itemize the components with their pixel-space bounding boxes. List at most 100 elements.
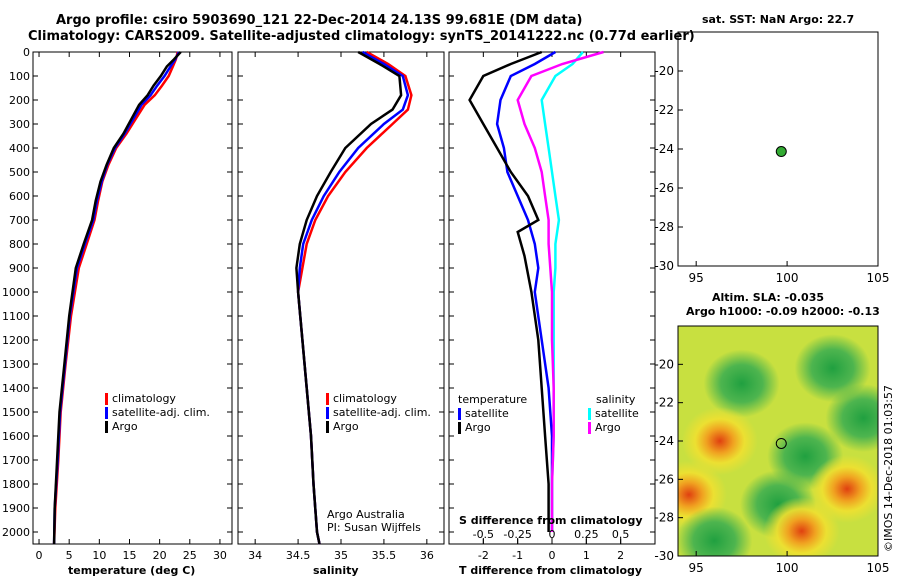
legend-swatch-s-argo: [588, 422, 591, 434]
depth-tick-label: 900: [9, 262, 30, 275]
x-tick-label: 15: [122, 549, 136, 562]
s-difference-axis-label: S difference from climatology: [459, 514, 643, 527]
depth-tick-label: 1800: [2, 478, 30, 491]
x-tick-label: 0: [36, 549, 43, 562]
depth-tick-label: 1400: [2, 382, 30, 395]
legend-label-satellite: satellite-adj. clim.: [112, 406, 210, 419]
depth-tick-label: 1600: [2, 430, 30, 443]
x-tick-label: 0: [549, 549, 556, 562]
title-line-1: Argo profile: csiro 5903690_121 22-Dec-2…: [56, 13, 583, 28]
depth-tick-label: 700: [9, 214, 30, 227]
map-y-tick-label: -22: [654, 396, 674, 410]
legend-swatch-satellite: [105, 407, 108, 419]
map-y-tick-label: -22: [654, 103, 674, 117]
depth-tick-label: 1900: [2, 502, 30, 515]
argo-location-marker: [775, 437, 787, 449]
argo-australia-annotation: Argo Australia PI: Susan Wijffels: [327, 508, 421, 534]
x-tick-label: 35.5: [372, 549, 397, 562]
legend-salinity: climatology satellite-adj. clim. Argo: [326, 392, 431, 434]
depth-tick-label: 300: [9, 118, 30, 131]
series-line-t-satellite: [495, 50, 557, 532]
s-tick-label: -0.25: [503, 528, 531, 541]
depth-tick-label: 600: [9, 190, 30, 203]
map-y-tick-label: -26: [654, 472, 674, 486]
x-tick-label: 34.5: [286, 549, 311, 562]
x-tick-label: -1: [512, 549, 523, 562]
depth-tick-label: 1700: [2, 454, 30, 467]
sst-map-title: sat. SST: NaN Argo: 22.7: [702, 13, 855, 26]
legend-title-temperature: temperature: [458, 393, 528, 406]
x-tick-label: 10: [92, 549, 106, 562]
legend-label-climatology: climatology: [112, 392, 176, 405]
legend-label-t-satellite: satellite: [465, 407, 509, 420]
legend-label-climatology: climatology: [333, 392, 397, 405]
map-x-tick-label: 100: [776, 271, 799, 285]
series-line-argo: [295, 50, 403, 545]
altimetry-title-line-2: Argo h1000: -0.09 h2000: -0.13: [686, 305, 880, 318]
x-tick-label: 36: [420, 549, 434, 562]
map-y-tick-label: -30: [654, 259, 674, 273]
map-x-tick-label: 105: [867, 561, 890, 575]
legend-swatch-t-satellite: [458, 408, 461, 420]
heatmap-cell: [681, 407, 758, 475]
map-y-tick-label: -30: [654, 549, 674, 563]
x-tick-label: 2: [617, 549, 624, 562]
salinity-axis-label: salinity: [313, 564, 359, 577]
depth-tick-label: 400: [9, 142, 30, 155]
legend-label-argo: Argo: [112, 420, 138, 433]
legend-swatch-argo: [105, 421, 108, 433]
temperature-axis-label: temperature (deg C): [68, 564, 196, 577]
argo-location-marker: [775, 146, 787, 158]
depth-tick-label: 2000: [2, 526, 30, 539]
x-tick-label: 1: [583, 549, 590, 562]
legend-label-t-argo: Argo: [465, 421, 491, 434]
depth-tick-label: 1000: [2, 286, 30, 299]
plot-frame-salinity: [237, 51, 445, 545]
x-tick-label: 25: [183, 549, 197, 562]
map-y-tick-label: -28: [654, 511, 674, 525]
heatmap-cell: [703, 349, 780, 418]
heatmap-cell: [825, 384, 878, 452]
depth-tick-label: 1100: [2, 310, 30, 323]
s-tick-label: -0.5: [473, 528, 494, 541]
map-y-tick-label: -28: [654, 220, 674, 234]
imos-stamp: ©IMOS 14-Dec-2018 01:03:57: [882, 385, 895, 552]
map-x-tick-label: 100: [776, 561, 799, 575]
map-x-tick-label: 95: [689, 271, 704, 285]
heatmap-cell: [809, 454, 878, 523]
s-tick-label: 0: [549, 528, 556, 541]
legend-temperature: climatology satellite-adj. clim. Argo: [105, 392, 210, 434]
depth-tick-label: 1300: [2, 358, 30, 371]
altimetry-title-line-1: Altim. SLA: -0.035: [712, 291, 825, 304]
depth-tick-label: 1500: [2, 406, 30, 419]
legend-swatch-climatology: [105, 393, 108, 405]
map-y-tick-label: -20: [654, 357, 674, 371]
depth-tick-label: 800: [9, 238, 30, 251]
x-tick-label: 30: [213, 549, 227, 562]
depth-tick-label: 0: [23, 46, 30, 59]
x-tick-label: 20: [153, 549, 167, 562]
heatmap-cell: [678, 506, 753, 556]
depth-tick-label: 100: [9, 70, 30, 83]
legend-diff-salinity: salinity satellite Argo: [588, 393, 639, 435]
x-tick-label: 34: [248, 549, 262, 562]
depth-tick-label: 500: [9, 166, 30, 179]
series-line-s-argo: [516, 50, 604, 532]
depth-tick-label: 1200: [2, 334, 30, 347]
legend-diff-temperature: temperature satellite Argo: [458, 393, 527, 435]
x-tick-label: 35: [334, 549, 348, 562]
legend-swatch-argo: [326, 421, 329, 433]
legend-label-s-argo: Argo: [595, 421, 621, 434]
series-line-t-argo: [468, 50, 550, 532]
plot-frame-temperature: [32, 51, 233, 545]
legend-label-s-satellite: satellite: [595, 407, 639, 420]
legend-label-satellite: satellite-adj. clim.: [333, 406, 431, 419]
heatmap-cell: [794, 334, 871, 403]
series-line-argo: [52, 51, 182, 545]
legend-swatch-satellite: [326, 407, 329, 419]
t-difference-axis-label: T difference from climatology: [459, 564, 643, 577]
map-x-tick-label: 105: [867, 271, 890, 285]
legend-label-argo: Argo: [333, 420, 359, 433]
x-tick-label: 5: [66, 549, 73, 562]
